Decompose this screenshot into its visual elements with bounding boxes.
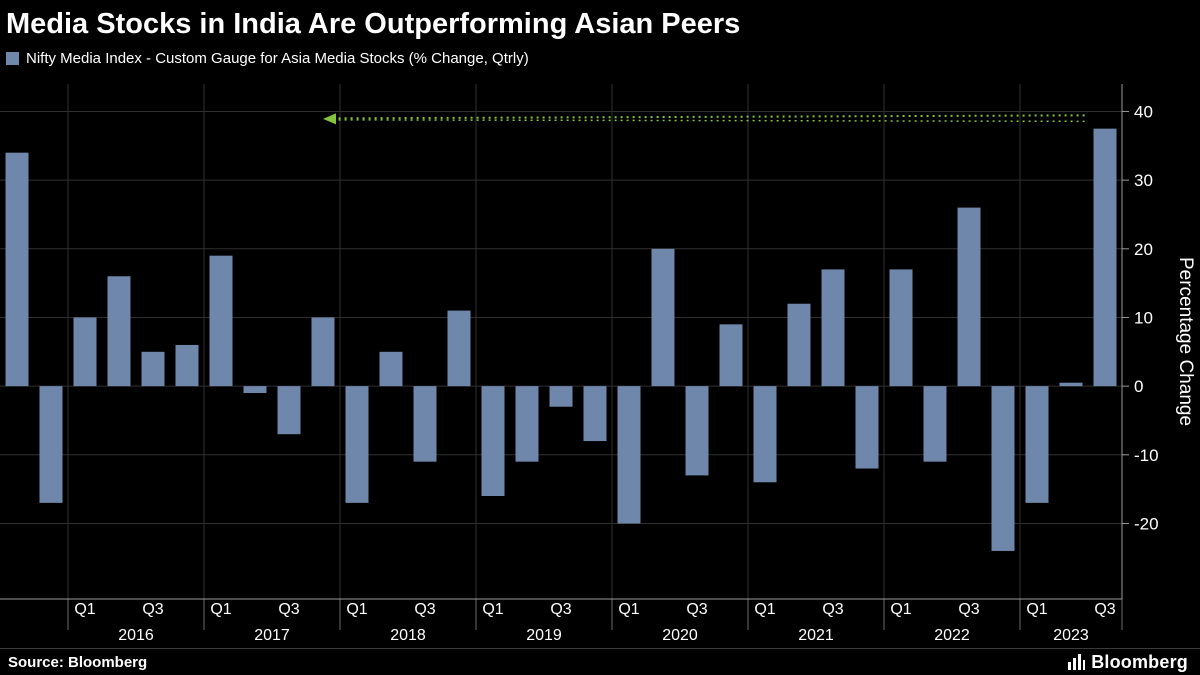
bar-2019-Q4 (583, 386, 607, 442)
bar-2018-Q2 (379, 351, 403, 387)
bar-2016-Q4 (175, 344, 199, 387)
y-axis-title: Percentage Change (1175, 256, 1196, 426)
bar-2016-Q3 (141, 351, 165, 387)
bar-chart: 2016 2017 2018 2019 2020 2021 2022 2023 Q1 Q3 Q1 Q3… (0, 84, 1159, 644)
bar-2019-Q1 (481, 386, 505, 496)
bloomberg-logo-text: Bloomberg (1091, 651, 1188, 672)
annotation-arrow-line-2 (334, 119, 1085, 123)
bar-2018-Q1 (345, 386, 369, 503)
x-axis-year-label: 2019 (526, 627, 562, 644)
x-axis-quarter-label: Q3 (686, 601, 707, 618)
x-axis-quarter-label: Q3 (1094, 601, 1115, 618)
x-axis-year-label: 2020 (662, 627, 698, 644)
bloomberg-logo: Bloomberg (1067, 652, 1188, 673)
legend-swatch (6, 52, 19, 66)
bar-2017-Q2 (243, 386, 267, 393)
bar-2022-Q3 (957, 207, 981, 387)
x-axis-quarter-label: Q1 (74, 601, 95, 618)
bar-2023-Q3 (1093, 128, 1117, 387)
bar-2016-Q1 (73, 317, 97, 387)
x-axis-quarter-label: Q3 (958, 601, 979, 618)
bar-2021-Q1 (753, 386, 777, 483)
bar-2018-Q3 (413, 386, 437, 462)
x-axis-quarter-label: Q3 (278, 601, 299, 618)
bar-2018-Q4 (447, 310, 471, 387)
bar-2020-Q3 (685, 386, 709, 476)
bar-2021-Q4 (855, 386, 879, 469)
y-axis-tick-label: 40 (1134, 102, 1153, 121)
y-axis-tick-label: 0 (1134, 377, 1143, 396)
bar-2015-Q4 (39, 386, 63, 503)
x-axis-quarter-label: Q3 (550, 601, 571, 618)
bar-2022-Q2 (923, 386, 947, 462)
chart-header: Media Stocks in India Are Outperforming … (0, 0, 1200, 67)
legend-label: Nifty Media Index - Custom Gauge for Asi… (26, 50, 529, 68)
x-axis-year-label: 2023 (1053, 627, 1089, 644)
x-axis-quarter-label: Q1 (1026, 601, 1047, 618)
y-axis-tick-label: -20 (1134, 514, 1159, 533)
bar-2022-Q4 (991, 386, 1015, 551)
bar-2019-Q3 (549, 386, 573, 407)
bar-2017-Q1 (209, 255, 233, 387)
x-axis-year-label: 2018 (390, 627, 426, 644)
bar-2017-Q3 (277, 386, 301, 435)
chart-title: Media Stocks in India Are Outperforming … (6, 8, 741, 40)
bloomberg-logo-icon (1068, 654, 1086, 670)
x-axis-quarter-label: Q1 (482, 601, 503, 618)
x-axis-quarter-label: Q3 (414, 601, 435, 618)
annotation-arrowhead-icon (323, 113, 336, 125)
bar-2020-Q4 (719, 324, 743, 387)
x-axis-quarter-label: Q3 (822, 601, 843, 618)
x-axis-year-label: 2022 (934, 627, 970, 644)
x-axis-quarter-label: Q1 (890, 601, 911, 618)
x-axis-quarter-label: Q3 (142, 601, 163, 618)
y-axis-tick-label: 30 (1134, 171, 1153, 190)
x-axis-quarter-label: Q1 (346, 601, 367, 618)
bar-2021-Q2 (787, 303, 811, 387)
bar-2017-Q4 (311, 317, 335, 387)
y-axis-tick-label: 20 (1134, 240, 1153, 259)
bar-2023-Q1 (1025, 386, 1049, 503)
x-axis-year-label: 2021 (798, 627, 834, 644)
x-axis-year-label: 2016 (118, 627, 154, 644)
bar-2021-Q3 (821, 269, 845, 387)
x-axis-year-label: 2017 (254, 627, 290, 644)
bar-2019-Q2 (515, 386, 539, 462)
x-axis-quarter-label: Q1 (618, 601, 639, 618)
y-axis-tick-label: 10 (1134, 308, 1153, 327)
chart-area: 2016 2017 2018 2019 2020 2021 2022 2023 Q1 Q3 Q1 Q3… (0, 84, 1200, 648)
bar-2020-Q1 (617, 386, 641, 524)
bar-2020-Q2 (651, 248, 675, 387)
x-axis-quarter-label: Q1 (754, 601, 775, 618)
y-axis-tick-label: -10 (1134, 446, 1159, 465)
bar-2015-Q3 (5, 152, 29, 387)
footer: Source: Bloomberg Bloomberg (0, 648, 1200, 675)
x-axis-quarter-label: Q1 (210, 601, 231, 618)
source-note: Source: Bloomberg (8, 653, 148, 671)
bar-2022-Q1 (889, 269, 913, 387)
bar-2023-Q2 (1059, 382, 1083, 387)
legend: Nifty Media Index - Custom Gauge for Asi… (6, 50, 1190, 67)
annotation-arrow-line (334, 114, 1085, 120)
bar-2016-Q2 (107, 276, 131, 387)
